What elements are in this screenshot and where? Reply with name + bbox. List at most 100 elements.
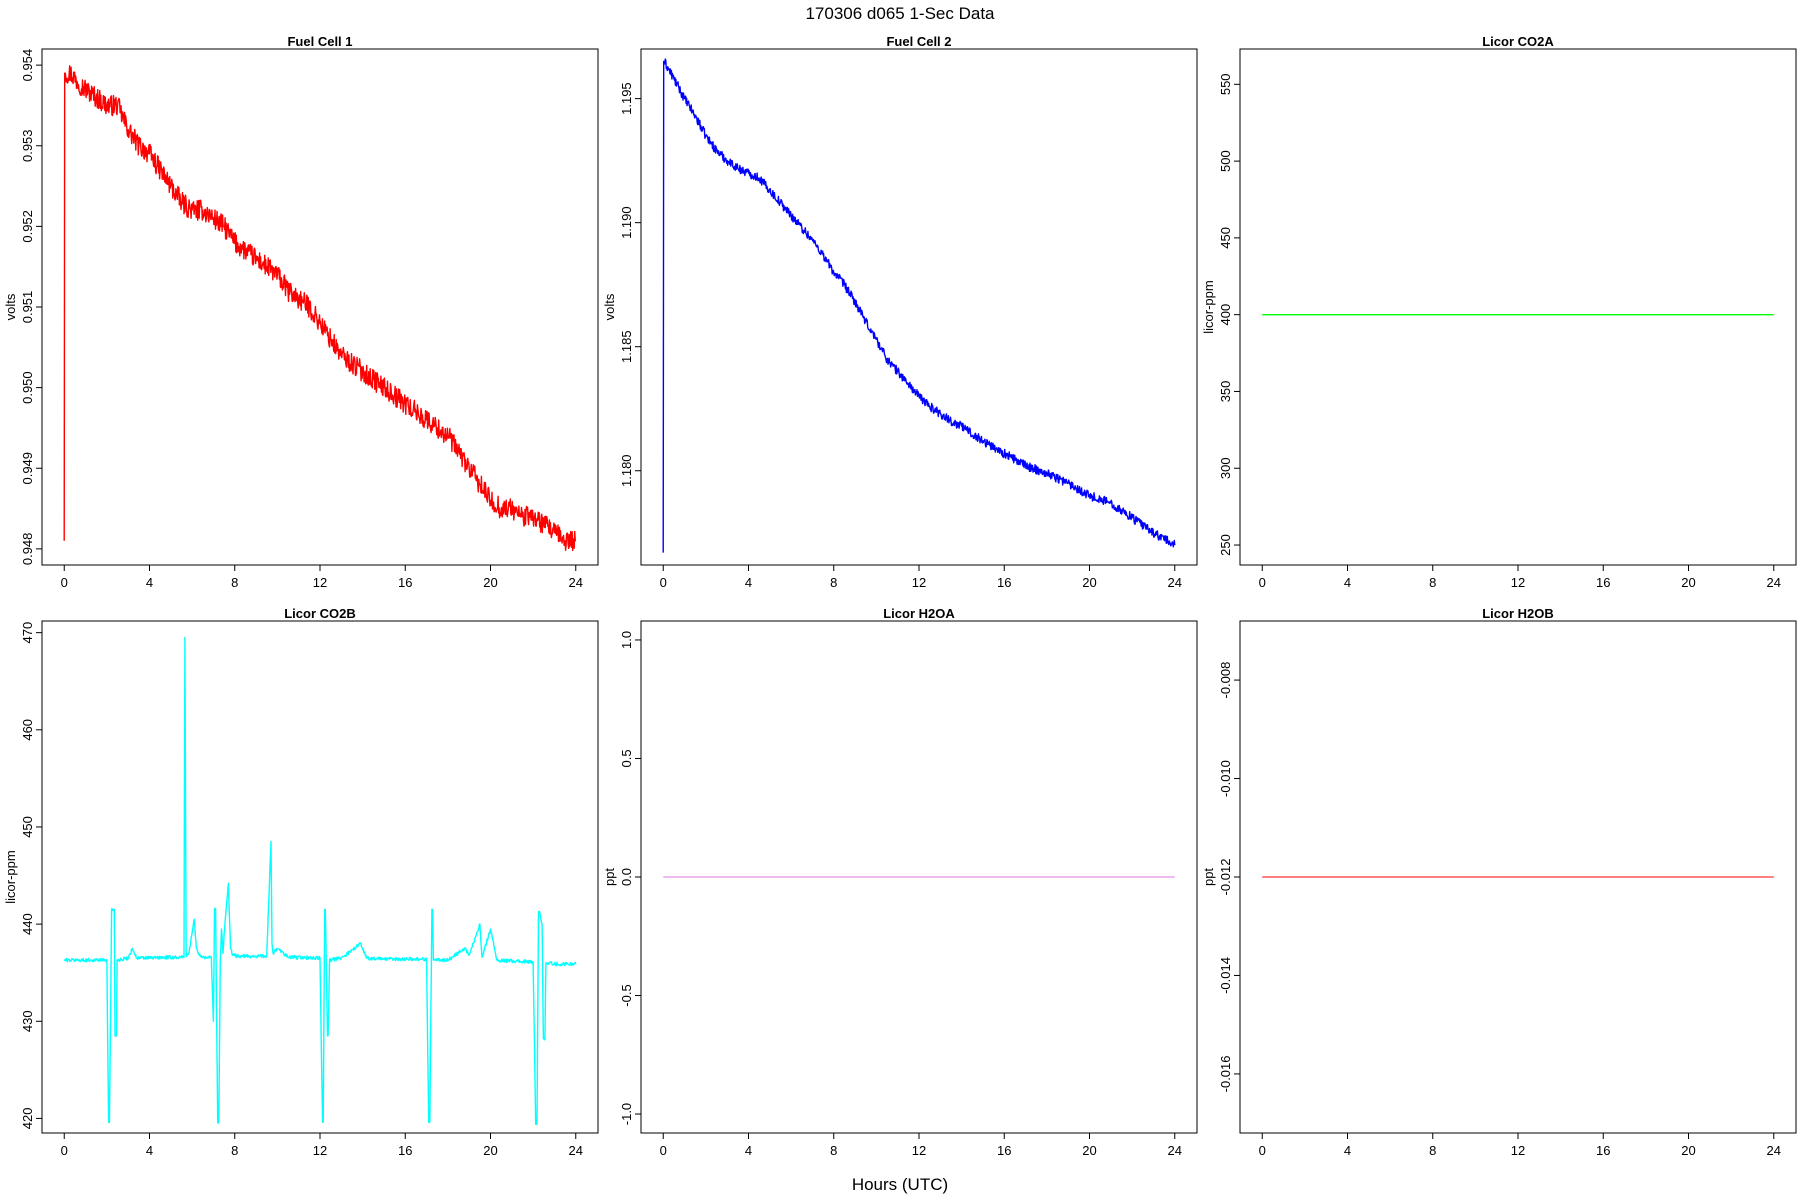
- y-tick-label: 0.952: [20, 210, 35, 243]
- x-tick-label: 20: [1681, 575, 1695, 590]
- x-tick-label: 4: [146, 575, 153, 590]
- x-tick-label: 8: [1429, 1143, 1436, 1158]
- x-tick-label: 16: [997, 575, 1011, 590]
- panel-title: Licor H2OB: [1482, 606, 1554, 621]
- x-tick-label: 4: [146, 1143, 153, 1158]
- figure-title: 170306 d065 1-Sec Data: [805, 4, 995, 23]
- panel-title: Licor H2OA: [883, 606, 955, 621]
- x-tick-label: 24: [1767, 1143, 1781, 1158]
- y-tick-label: 0.949: [20, 452, 35, 485]
- panel-title: Fuel Cell 1: [287, 34, 352, 49]
- x-tick-label: 8: [231, 1143, 238, 1158]
- chart-panel: Licor CO2B licor-ppm 0 4 8 12 16 20 24 420 430 440 4…: [3, 606, 599, 1158]
- x-tick-label: 16: [1596, 575, 1610, 590]
- y-tick-label: -0.016: [1218, 1055, 1233, 1092]
- y-tick-label: 450: [1218, 227, 1233, 249]
- y-tick-label: 0.948: [20, 533, 35, 566]
- y-axis-label: volts: [602, 293, 617, 320]
- x-tick-label: 24: [1168, 575, 1182, 590]
- x-tick-label: 8: [1429, 575, 1436, 590]
- panel-title: Licor CO2A: [1482, 34, 1554, 49]
- x-tick-label: 0: [660, 1143, 667, 1158]
- x-tick-label: 20: [1681, 1143, 1695, 1158]
- chart-panel: Fuel Cell 1 volts 0 4 8 12 16 20 24 0.948 0.949 0.9…: [3, 34, 599, 590]
- chart-panel: Licor CO2A licor-ppm 0 4 8 12 16 20 24 250 300 350 4…: [1201, 34, 1797, 590]
- y-tick-label: 1.195: [619, 82, 634, 115]
- y-axis-label: ppt: [602, 868, 617, 886]
- x-tick-label: 8: [231, 575, 238, 590]
- x-tick-label: 12: [1511, 1143, 1525, 1158]
- y-tick-label: 300: [1218, 457, 1233, 479]
- x-tick-label: 12: [313, 1143, 327, 1158]
- y-tick-label: 1.180: [619, 454, 634, 487]
- y-tick-label: 0.0: [619, 868, 634, 886]
- y-tick-label: 500: [1218, 150, 1233, 172]
- chart-panel: Licor H2OA ppt 0 4 8 12 16 20 24 -1.0 -0.5 0.0 0.5 1.…: [602, 606, 1198, 1158]
- x-tick-label: 12: [912, 1143, 926, 1158]
- y-axis-label: licor-ppm: [1201, 280, 1216, 333]
- y-tick-label: -0.010: [1218, 760, 1233, 797]
- y-tick-label: -0.014: [1218, 957, 1233, 994]
- panel-title: Fuel Cell 2: [886, 34, 951, 49]
- x-tick-label: 0: [1259, 1143, 1266, 1158]
- x-tick-label: 24: [569, 575, 583, 590]
- x-tick-label: 12: [912, 575, 926, 590]
- x-tick-label: 0: [61, 575, 68, 590]
- y-axis-label: ppt: [1201, 868, 1216, 886]
- y-tick-label: 1.185: [619, 330, 634, 363]
- series-line: [662, 58, 1176, 553]
- x-tick-label: 8: [830, 1143, 837, 1158]
- x-tick-label: 24: [1168, 1143, 1182, 1158]
- y-tick-label: 460: [20, 719, 35, 741]
- x-tick-label: 0: [61, 1143, 68, 1158]
- x-tick-label: 16: [398, 575, 412, 590]
- y-tick-label: 440: [20, 913, 35, 935]
- panel-title: Licor CO2B: [284, 606, 356, 621]
- y-tick-label: 350: [1218, 381, 1233, 403]
- x-tick-label: 4: [1344, 1143, 1351, 1158]
- y-tick-label: 450: [20, 816, 35, 838]
- y-tick-label: -0.5: [619, 984, 634, 1006]
- chart-panel: Fuel Cell 2 volts 0 4 8 12 16 20 24 1.180 1.185 1.1…: [602, 34, 1198, 590]
- y-tick-label: 550: [1218, 73, 1233, 95]
- x-tick-label: 12: [313, 575, 327, 590]
- x-tick-label: 20: [483, 1143, 497, 1158]
- y-tick-label: 250: [1218, 534, 1233, 556]
- y-tick-label: 430: [20, 1010, 35, 1032]
- x-tick-label: 20: [1082, 1143, 1096, 1158]
- x-tick-label: 16: [398, 1143, 412, 1158]
- y-axis-label: volts: [3, 293, 18, 320]
- x-tick-label: 0: [660, 575, 667, 590]
- x-tick-label: 4: [745, 575, 752, 590]
- x-tick-label: 4: [1344, 575, 1351, 590]
- x-tick-label: 24: [569, 1143, 583, 1158]
- x-tick-label: 12: [1511, 575, 1525, 590]
- x-tick-label: 16: [1596, 1143, 1610, 1158]
- y-axis-label: licor-ppm: [3, 850, 18, 903]
- y-tick-label: 0.5: [619, 749, 634, 767]
- x-tick-label: 8: [830, 575, 837, 590]
- series-line: [63, 636, 577, 1126]
- y-tick-label: 400: [1218, 304, 1233, 326]
- y-tick-label: 0.954: [20, 49, 35, 82]
- y-tick-label: 0.951: [20, 291, 35, 324]
- x-axis-label: Hours (UTC): [852, 1175, 948, 1194]
- y-tick-label: 420: [20, 1108, 35, 1130]
- chart-panel: Licor H2OB ppt 0 4 8 12 16 20 24 -0.016 -0.014 -0.0…: [1201, 606, 1797, 1158]
- x-tick-label: 20: [1082, 575, 1096, 590]
- x-tick-label: 16: [997, 1143, 1011, 1158]
- series-line: [63, 65, 576, 552]
- x-tick-label: 4: [745, 1143, 752, 1158]
- y-tick-label: 470: [20, 622, 35, 644]
- y-tick-label: 0.953: [20, 129, 35, 162]
- x-tick-label: 20: [483, 575, 497, 590]
- y-tick-label: 0.950: [20, 371, 35, 404]
- y-tick-label: 1.0: [619, 631, 634, 649]
- y-tick-label: -0.008: [1218, 662, 1233, 699]
- y-tick-label: -1.0: [619, 1103, 634, 1125]
- x-tick-label: 0: [1259, 575, 1266, 590]
- chart-panels: Fuel Cell 1 volts 0 4 8 12 16 20 24 0.948 0.949 0.9…: [3, 34, 1797, 1158]
